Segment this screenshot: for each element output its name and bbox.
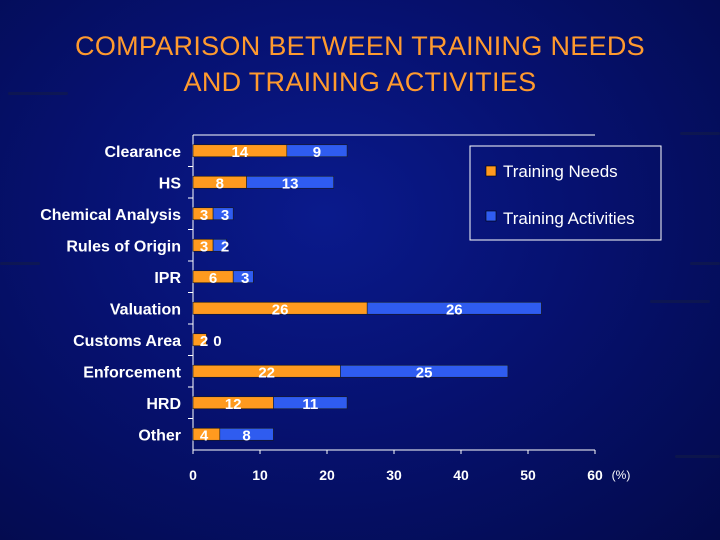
category-label-clearance: Clearance bbox=[105, 144, 182, 161]
data-label-training-needs-valuation: 26 bbox=[272, 301, 289, 318]
bar-training-activities-ipr bbox=[232, 270, 254, 284]
data-label-training-needs-hrd: 12 bbox=[225, 396, 242, 413]
category-label-valuation: Valuation bbox=[110, 301, 181, 318]
x-tick-label: 20 bbox=[319, 467, 335, 483]
data-label-training-needs-chemical-analysis: 3 bbox=[200, 207, 208, 224]
legend-swatch-training-needs bbox=[485, 165, 497, 177]
category-label-hrd: HRD bbox=[146, 396, 181, 413]
bar-training-activities-hrd bbox=[273, 396, 348, 410]
x-tick-label: 0 bbox=[189, 467, 197, 483]
data-label-training-activities-valuation: 26 bbox=[446, 301, 463, 318]
category-label-customs-area: Customs Area bbox=[73, 333, 181, 350]
legend-label-training-needs: Training Needs bbox=[503, 162, 618, 181]
x-tick-label: 10 bbox=[252, 467, 268, 483]
slide-title-line-1: COMPARISON BETWEEN TRAINING NEEDS bbox=[75, 31, 645, 61]
data-label-training-activities-hs: 13 bbox=[282, 175, 299, 192]
legend-label-training-activities: Training Activities bbox=[503, 209, 635, 228]
data-label-training-activities-chemical-analysis: 3 bbox=[221, 207, 229, 224]
data-label-training-needs-customs-area: 2 bbox=[200, 333, 208, 350]
x-tick-label: 30 bbox=[386, 467, 402, 483]
bar-training-needs-customs-area bbox=[192, 333, 207, 347]
data-label-training-needs-clearance: 14 bbox=[232, 144, 249, 161]
data-label-training-needs-other: 4 bbox=[200, 427, 209, 444]
plot-area: 0 10 20 30 40 50 60 (%)Clearance 14 9HS 8 13Chemica… bbox=[40, 134, 631, 483]
data-label-training-activities-enforcement: 25 bbox=[416, 364, 433, 381]
bar-training-activities-rules-of-origin bbox=[212, 238, 227, 252]
data-label-training-activities-other: 8 bbox=[242, 427, 250, 444]
legend-box bbox=[469, 145, 662, 241]
bar-training-activities-enforcement bbox=[340, 364, 509, 378]
category-label-rules-of-origin: Rules of Origin bbox=[66, 238, 181, 255]
data-label-training-needs-ipr: 6 bbox=[209, 270, 217, 287]
category-label-other: Other bbox=[138, 427, 181, 444]
data-label-training-activities-customs-area: 0 bbox=[213, 333, 221, 350]
legend-swatch-training-activities bbox=[485, 210, 497, 222]
data-label-training-needs-enforcement: 22 bbox=[258, 364, 275, 381]
data-label-training-activities-clearance: 9 bbox=[313, 144, 321, 161]
data-label-training-activities-rules-of-origin: 2 bbox=[221, 238, 229, 255]
data-label-training-activities-hrd: 11 bbox=[302, 396, 318, 413]
bar-training-activities-clearance bbox=[286, 144, 348, 158]
x-tick-label: 40 bbox=[453, 467, 469, 483]
x-tick-label: 50 bbox=[520, 467, 536, 483]
category-label-hs: HS bbox=[159, 175, 182, 192]
chart-legend: Training Needs Training Activities bbox=[469, 145, 662, 241]
data-label-training-needs-rules-of-origin: 3 bbox=[200, 238, 208, 255]
slide-title: COMPARISON BETWEEN TRAINING NEEDS AND TR… bbox=[0, 28, 720, 100]
bar-training-activities-valuation bbox=[366, 301, 542, 315]
data-label-training-activities-ipr: 3 bbox=[241, 270, 249, 287]
bar-training-activities-chemical-analysis bbox=[212, 207, 234, 221]
slide-title-line-2: AND TRAINING ACTIVITIES bbox=[183, 67, 537, 97]
category-label-chemical-analysis: Chemical Analysis bbox=[40, 207, 181, 224]
data-label-training-needs-hs: 8 bbox=[216, 175, 224, 192]
bar-training-activities-other bbox=[219, 427, 274, 441]
category-label-enforcement: Enforcement bbox=[83, 364, 181, 381]
category-label-ipr: IPR bbox=[154, 270, 181, 287]
bar-training-activities-hs bbox=[246, 175, 335, 189]
x-tick-label: 60 bbox=[587, 467, 603, 483]
x-axis-unit: (%) bbox=[612, 468, 631, 482]
